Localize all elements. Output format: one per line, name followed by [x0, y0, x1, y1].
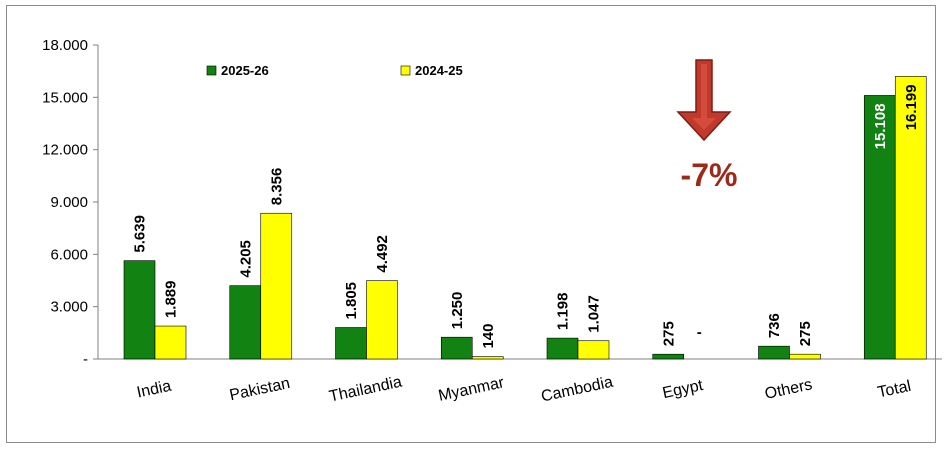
data-label: 1.198 — [555, 293, 572, 331]
data-label: 275 — [660, 321, 677, 346]
data-label: 140 — [480, 324, 497, 349]
legend-swatch — [400, 65, 411, 76]
data-labels: 5.639 1.889 4.205 8.356 1.805 4.492 1.250 140 1.… — [132, 84, 920, 348]
bar-2024-25-Thailandia — [366, 280, 398, 360]
category-label: Pakistan — [228, 375, 292, 404]
bar-2025-26-Others — [758, 345, 790, 360]
bar-2024-25-India — [154, 325, 187, 360]
category-label: Thailandia — [328, 374, 404, 406]
bar-2024-25-Pakistan — [260, 212, 293, 360]
category-label: Total — [876, 378, 913, 402]
annotation: -7% — [676, 59, 738, 193]
data-label: 1.047 — [586, 295, 603, 333]
bar-2024-25-Myanmar — [471, 356, 504, 360]
data-label: 4.205 — [237, 240, 254, 278]
category-label: Egypt — [661, 377, 705, 402]
data-label: 16.199 — [903, 84, 920, 130]
bar-2025-26-Pakistan — [229, 285, 262, 360]
data-label: 275 — [797, 321, 814, 346]
category-label: Others — [763, 376, 814, 403]
category-label: Cambodia — [540, 374, 615, 406]
data-label: 736 — [766, 313, 783, 338]
bar-2025-26-Total — [863, 95, 896, 360]
data-label: 1.250 — [449, 292, 466, 330]
data-label: 1.889 — [163, 281, 180, 319]
data-label: 5.639 — [132, 215, 149, 253]
bar-2025-26-Cambodia — [546, 337, 579, 360]
data-label: 4.492 — [374, 235, 391, 273]
chart-frame — [6, 5, 936, 443]
y-tick-label: 18.000 — [42, 37, 88, 54]
data-label: 8.356 — [268, 168, 285, 206]
category-label: India — [135, 378, 173, 402]
bar-2024-25-Cambodia — [577, 340, 610, 360]
category-label: Myanmar — [437, 374, 506, 405]
down-arrow-highlight — [692, 64, 716, 130]
bar-2025-26-Myanmar — [440, 336, 473, 360]
data-label: - — [697, 324, 702, 341]
legend: 2025-26 2024-25 — [206, 63, 463, 78]
bar-2024-25-Total — [894, 76, 927, 360]
legend-label: 2024-25 — [415, 63, 463, 78]
legend-label: 2025-26 — [221, 63, 269, 78]
legend-swatch — [206, 65, 217, 76]
data-label: 15.108 — [872, 103, 889, 149]
data-label: 1.805 — [343, 282, 360, 320]
y-tick-label: 9.000 — [50, 194, 88, 211]
y-tick-label: 3.000 — [50, 299, 88, 316]
percentage-change-label: -7% — [681, 157, 738, 193]
category-labels: India Pakistan Thailandia Myanmar Cambodia Eg… — [135, 374, 912, 406]
y-tick-label: - — [83, 351, 88, 368]
bars — [123, 76, 927, 360]
bar-2024-25-Others — [789, 353, 821, 360]
bar-2025-26-Egypt — [652, 353, 685, 360]
y-tick-label: 6.000 — [50, 246, 88, 263]
y-tick-label: 12.000 — [42, 142, 88, 159]
y-tick-label: 15.000 — [42, 89, 88, 106]
bar-2025-26-India — [123, 260, 156, 360]
bar-2025-26-Thailandia — [335, 327, 367, 360]
